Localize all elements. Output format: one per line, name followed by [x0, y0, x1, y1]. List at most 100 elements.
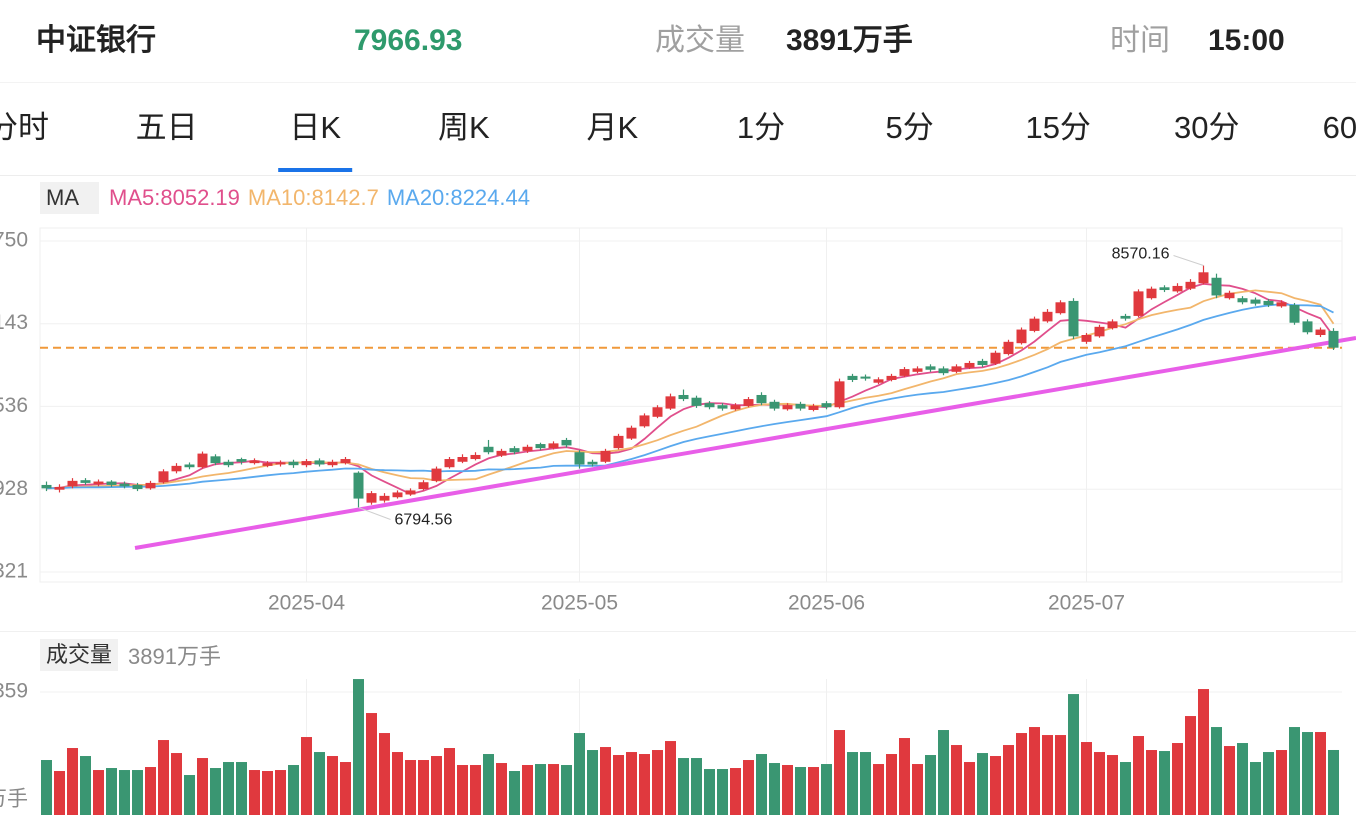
header-divider: [0, 82, 1356, 83]
grid: [0, 227, 1356, 815]
candle-body: [1159, 287, 1170, 291]
tab[interactable]: 5分: [885, 110, 933, 145]
candle-body: [223, 461, 234, 466]
candle-body: [93, 481, 104, 485]
candle-body: [1315, 329, 1326, 336]
volume-tick-label: 7359: [0, 680, 28, 703]
candle-body: [171, 465, 182, 472]
candle-body: [236, 459, 247, 462]
volume-bar: [119, 770, 130, 815]
candle-body: [665, 396, 676, 409]
volume-bar: [600, 747, 611, 815]
ma-line: [46, 289, 1335, 490]
volume-bar: [847, 752, 858, 815]
candle-body: [1276, 302, 1287, 307]
volume-bar: [678, 758, 689, 815]
volume-bar: [1198, 689, 1209, 815]
volume-bar: [470, 765, 481, 815]
volume-bar: [1185, 716, 1196, 815]
high-leader: [1173, 254, 1204, 266]
legend-item: MA58052.19: [109, 185, 240, 211]
volume-bar: [184, 775, 195, 815]
tab[interactable]: 周K: [438, 110, 490, 145]
candle-body: [769, 401, 780, 409]
volume-bar: [1016, 733, 1027, 815]
tab[interactable]: 15分: [1025, 110, 1090, 145]
candle-body: [1328, 330, 1339, 348]
candle-body: [41, 484, 52, 489]
candle-body: [587, 461, 598, 465]
volume-bar: [691, 758, 702, 815]
volume-bar: [860, 752, 871, 815]
volume-bar: [444, 748, 455, 815]
volume-bar: [1315, 732, 1326, 815]
volume-bar: [1289, 727, 1300, 815]
volume-bar: [1107, 755, 1118, 815]
volume-bar: [1146, 750, 1157, 815]
candle-body: [691, 397, 702, 406]
header: 中证银行 7966.93 成交量 3891万手 时间 15:00: [0, 24, 1356, 83]
candle-body: [379, 495, 390, 501]
candle-body: [522, 446, 533, 451]
y-tick-label: 8143: [0, 311, 28, 334]
ma-legend: MA MA58052.19 MA108142.7 MA208224.44: [40, 182, 538, 214]
tab[interactable]: 日K: [289, 110, 341, 145]
volume-value: 3891万手: [786, 24, 913, 57]
volume-bar: [665, 741, 676, 815]
candle-body: [509, 448, 520, 453]
volume-divider: [0, 631, 1356, 632]
volume-bar: [249, 770, 260, 815]
candle-body: [1094, 326, 1105, 337]
candle-body: [548, 443, 559, 449]
candle-body: [80, 480, 91, 483]
candle-body: [743, 399, 754, 406]
tab[interactable]: 1分: [737, 110, 785, 145]
candle-body: [990, 352, 1001, 364]
volume-bar: [912, 764, 923, 815]
tab[interactable]: 30分: [1174, 110, 1239, 145]
volume-bar: [769, 763, 780, 815]
volume-bar: [1224, 746, 1235, 815]
volume-bar: [977, 753, 988, 815]
time-label: 时间: [1110, 24, 1170, 57]
legend-value: 8142.7: [311, 185, 379, 210]
volume-bar: [392, 752, 403, 815]
candle-body: [1120, 315, 1131, 319]
legend-name: MA20: [387, 185, 451, 210]
candle-body: [262, 463, 273, 466]
volume-bar: [1081, 742, 1092, 815]
candle-body: [457, 457, 468, 462]
candle-body: [158, 471, 169, 483]
volume-legend-value: 3891万手: [128, 644, 221, 669]
candle-body: [1224, 292, 1235, 299]
candle-body: [847, 375, 858, 380]
candle-body: [1289, 305, 1300, 323]
trend-line: [134, 336, 1356, 550]
candle-body: [353, 472, 364, 499]
volume-bar: [262, 771, 273, 815]
tab[interactable]: 60分: [1323, 110, 1356, 145]
volume-bar: [561, 765, 572, 815]
tab[interactable]: 月K: [587, 110, 639, 145]
candle-body: [756, 394, 767, 404]
volume-bar: [1276, 750, 1287, 815]
x-tick-label: 2025-06: [788, 592, 865, 615]
volume-bar: [951, 745, 962, 815]
x-tick-label: 2025-04: [268, 592, 345, 615]
candle-body: [1016, 329, 1027, 344]
candle-body: [795, 403, 806, 409]
volume-bar: [587, 750, 598, 815]
x-tick-label: 2025-07: [1048, 592, 1125, 615]
candle-body: [1133, 291, 1144, 316]
tab[interactable]: 分时: [0, 110, 49, 145]
candle-body: [925, 366, 936, 370]
volume-legend-name: 成交量: [40, 639, 119, 671]
legend-name: MA5: [109, 185, 160, 210]
volume-bar: [431, 756, 442, 815]
tab[interactable]: 五日: [136, 110, 198, 145]
volume-bar: [1068, 694, 1079, 815]
volume-bar: [522, 765, 533, 815]
volume-bar: [314, 752, 325, 815]
candle-body: [67, 480, 78, 487]
candle-body: [210, 456, 221, 464]
